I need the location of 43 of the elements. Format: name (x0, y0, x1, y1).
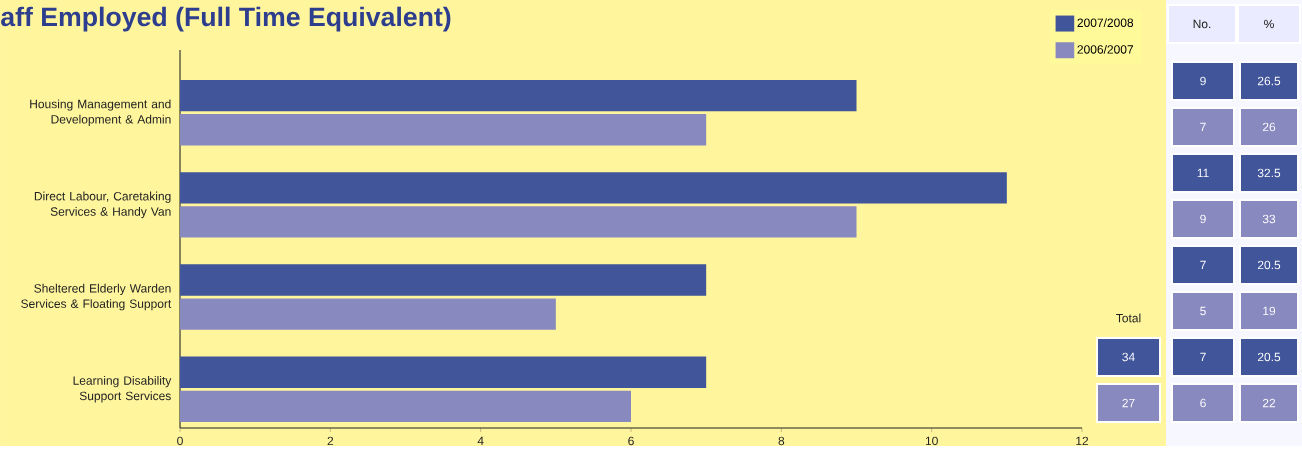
text: 7 (1200, 353, 1206, 362)
text: No. (1193, 19, 1211, 29)
text: 6 (1200, 398, 1206, 408)
x-tick-label: 2 (327, 436, 334, 446)
y-tick-label: Housing Management and Development & Admin (30, 99, 171, 127)
text: 7 (1200, 261, 1206, 270)
bar (180, 298, 556, 330)
legend-label: 2007/2008 (1077, 18, 1134, 28)
x-tick-label: 4 (477, 436, 484, 446)
text: 5 (1200, 306, 1206, 316)
text: 33 (1262, 214, 1276, 224)
text: % (1264, 19, 1274, 29)
x-tick-label: 0 (177, 436, 183, 446)
text: 7 (1200, 123, 1206, 132)
x-tick-label: 6 (628, 436, 634, 446)
x-tick-label: 12 (1076, 436, 1089, 446)
text: 20.5 (1257, 260, 1281, 270)
text: 11 (1197, 169, 1209, 178)
bar (180, 356, 707, 389)
y-tick-label: Sheltered Elderly Warden Services & Floating Support (21, 283, 172, 311)
x-tick-label: 10 (925, 436, 938, 446)
text: 34 (1122, 352, 1135, 362)
bar (180, 114, 707, 146)
y-tick-label: Direct Labour, Caretaking Services & Handy Van (34, 191, 171, 219)
bar (180, 264, 707, 296)
text: 22 (1262, 398, 1276, 408)
y-tick-label: Learning Disability Support Services (73, 376, 172, 403)
text: 27 (1122, 398, 1135, 408)
bar (180, 206, 857, 238)
text: 9 (1200, 76, 1206, 86)
text: 20.5 (1257, 352, 1281, 362)
legend-label: 2006/2007 (1077, 45, 1134, 54)
bar (180, 390, 632, 423)
bar (180, 80, 857, 112)
text: 9 (1200, 214, 1206, 224)
text: 32.5 (1257, 168, 1281, 178)
text: 26 (1262, 122, 1276, 132)
text: 26.5 (1257, 76, 1281, 86)
text: 19 (1263, 306, 1276, 316)
bar (180, 172, 1007, 204)
x-tick-label: 8 (778, 436, 785, 446)
chart-title: aff Employed (Full Time Equivalent) (1, 6, 451, 32)
text: Total (1116, 313, 1141, 323)
